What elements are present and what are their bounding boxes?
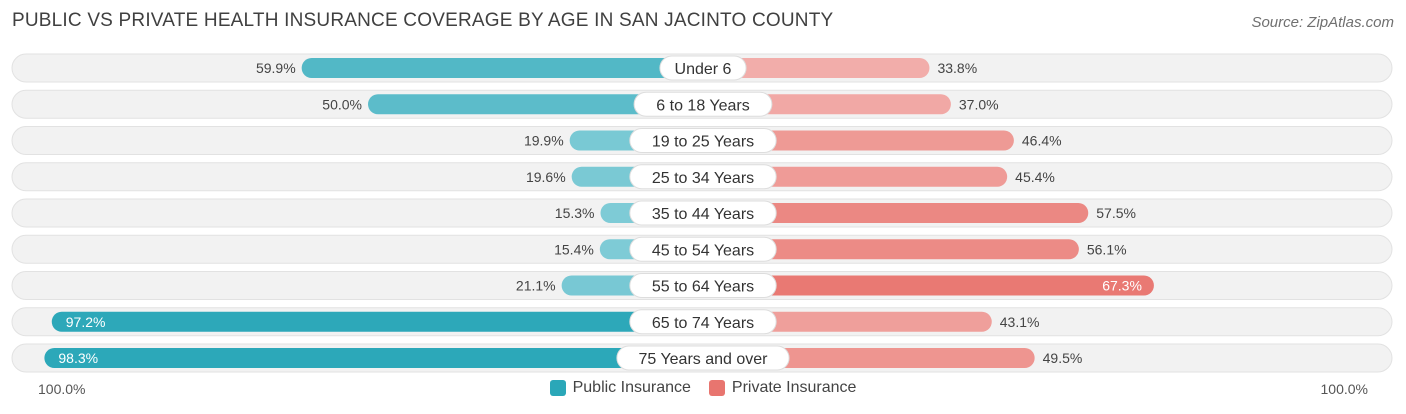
category-label: 35 to 44 Years xyxy=(652,206,754,223)
legend-swatch-private xyxy=(708,380,725,396)
bar-public xyxy=(51,311,703,332)
value-label-private: 56.1% xyxy=(1087,241,1127,257)
value-label-private: 46.4% xyxy=(1022,133,1062,149)
source-note: Source: ZipAtlas.com xyxy=(1251,14,1394,31)
value-label-public: 21.1% xyxy=(516,278,556,294)
value-label-public: 50.0% xyxy=(322,96,362,112)
category-pill xyxy=(629,200,777,226)
value-label-public: 98.3% xyxy=(58,350,98,366)
category-pill xyxy=(629,128,777,153)
value-label-public: 15.3% xyxy=(555,205,595,221)
value-label-public: 19.9% xyxy=(524,133,564,149)
bar-public xyxy=(368,94,703,115)
value-label-public: 59.9% xyxy=(256,60,296,76)
legend-label-public: Public Insurance xyxy=(572,379,691,396)
category-pill xyxy=(629,236,777,262)
category-label: 19 to 25 Years xyxy=(652,134,754,151)
category-pill xyxy=(629,273,777,298)
value-label-public: 97.2% xyxy=(66,314,106,330)
category-label: 65 to 74 Years xyxy=(652,315,754,332)
value-label-private: 45.4% xyxy=(1015,169,1055,185)
value-label-public: 15.4% xyxy=(554,241,594,257)
bar-private xyxy=(703,239,1079,260)
value-label-private: 49.5% xyxy=(1043,350,1083,366)
category-pill xyxy=(633,91,773,117)
value-label-private: 37.0% xyxy=(959,96,999,112)
legend: Public Insurance Private Insurance xyxy=(0,379,1406,397)
value-label-private: 33.8% xyxy=(937,60,977,76)
category-pill xyxy=(659,55,747,81)
category-pill xyxy=(616,345,790,371)
category-label: 55 to 64 Years xyxy=(652,279,754,296)
category-pill xyxy=(629,164,777,190)
bar-private xyxy=(703,203,1089,223)
legend-item-public: Public Insurance xyxy=(549,379,691,397)
category-label: 25 to 34 Years xyxy=(652,170,754,187)
legend-item-private: Private Insurance xyxy=(708,379,857,397)
value-label-public: 19.6% xyxy=(526,169,566,185)
category-label: 6 to 18 Years xyxy=(656,97,749,114)
chart-title: PUBLIC VS PRIVATE HEALTH INSURANCE COVER… xyxy=(12,10,834,31)
category-label: Under 6 xyxy=(675,61,732,78)
value-label-private: 57.5% xyxy=(1096,205,1136,221)
value-label-private: 43.1% xyxy=(1000,314,1040,330)
bar-private xyxy=(703,58,930,78)
bar-private xyxy=(703,166,1008,187)
bar-private xyxy=(703,275,1154,296)
axis-left-label: 100.0% xyxy=(38,381,86,397)
bar-public xyxy=(44,348,703,368)
category-label: 75 Years and over xyxy=(639,351,769,368)
category-pill xyxy=(629,309,777,335)
axis-right-label: 100.0% xyxy=(1320,381,1368,397)
bar-private xyxy=(703,130,1014,151)
legend-label-private: Private Insurance xyxy=(731,379,857,396)
bar-public xyxy=(301,58,703,78)
legend-swatch-public xyxy=(549,380,566,396)
category-label: 45 to 54 Years xyxy=(652,242,754,259)
value-label-private: 67.3% xyxy=(1102,278,1142,294)
